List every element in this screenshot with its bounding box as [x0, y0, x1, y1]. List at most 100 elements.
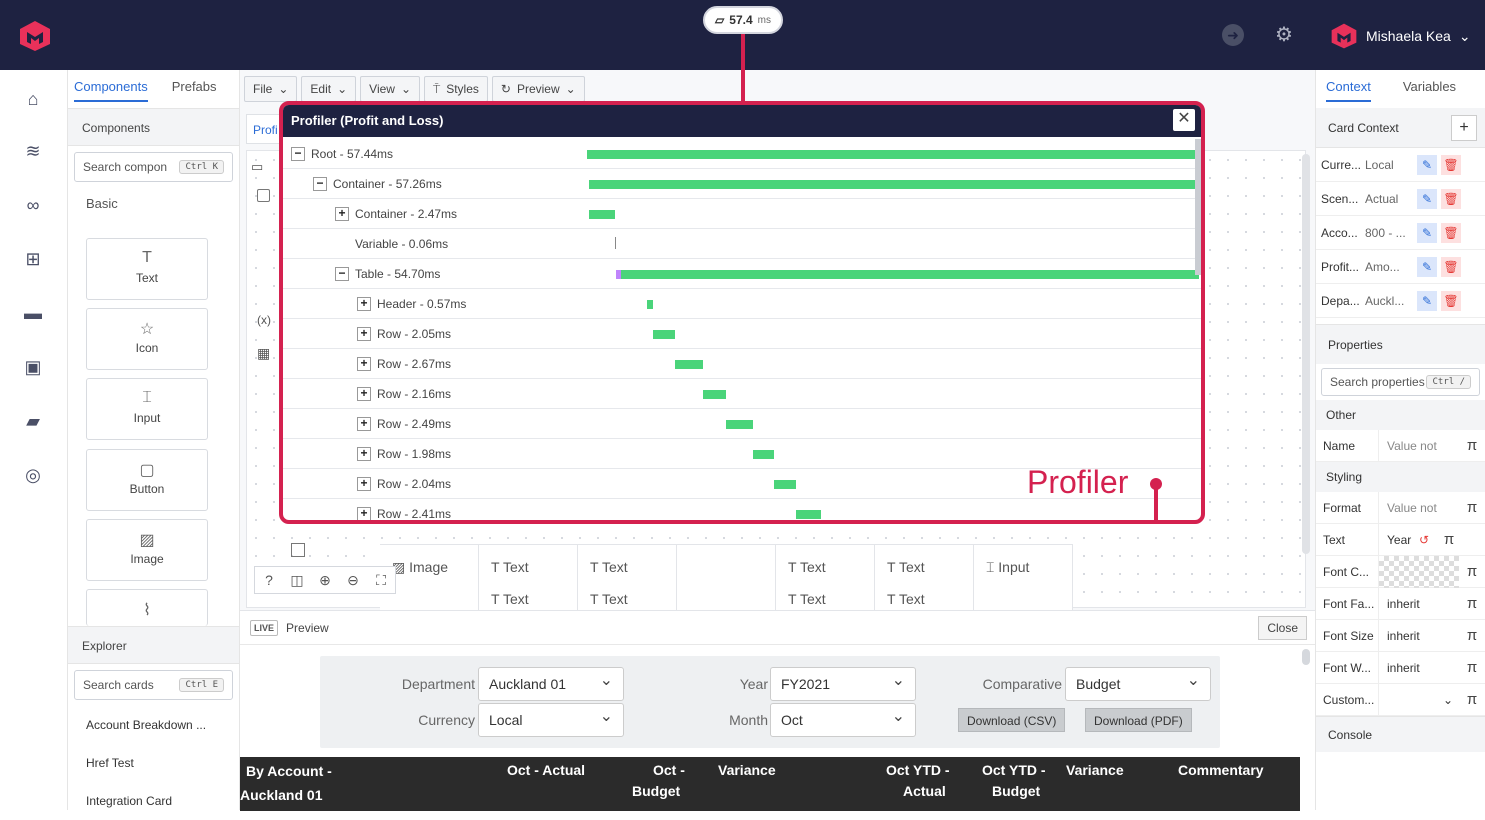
fit-screen-icon[interactable]: ⛶: [376, 572, 386, 588]
settings-gear-icon[interactable]: ⚙: [1275, 24, 1293, 46]
row-checkbox[interactable]: [291, 543, 305, 557]
prop-format-input[interactable]: Value not: [1378, 491, 1459, 524]
expand-icon[interactable]: +: [357, 357, 371, 371]
explorer-search-input[interactable]: Search cards Ctrl E: [74, 670, 233, 700]
context-row[interactable]: Profit... Amo... ✎ 🗑: [1316, 250, 1485, 284]
profiler-row[interactable]: + Row - 2.41ms: [283, 499, 1201, 520]
pi-icon[interactable]: π: [1466, 437, 1478, 454]
expand-icon[interactable]: +: [357, 327, 371, 341]
file-menu-button[interactable]: File ⌄: [244, 76, 298, 102]
tab-prefabs[interactable]: Prefabs: [171, 79, 217, 94]
expand-icon[interactable]: +: [357, 477, 371, 491]
database-icon[interactable]: ≋: [25, 141, 41, 161]
expand-icon[interactable]: +: [357, 387, 371, 401]
currency-select[interactable]: Local: [478, 703, 624, 737]
pi-icon[interactable]: π: [1466, 563, 1478, 580]
add-context-button[interactable]: +: [1451, 114, 1477, 141]
back-icon[interactable]: ➜: [1222, 24, 1244, 46]
collapse-icon[interactable]: −: [335, 267, 349, 281]
expand-icon[interactable]: +: [357, 447, 371, 461]
timing-pill[interactable]: ⏥ 57.4 ms: [703, 6, 783, 34]
profiler-row[interactable]: Variable - 0.06ms: [283, 229, 1201, 259]
user-menu[interactable]: Mishaela Kea ⌄: [1330, 22, 1471, 50]
pi-icon[interactable]: π: [1466, 659, 1478, 676]
prop-name-input[interactable]: Value not: [1378, 429, 1459, 462]
close-icon[interactable]: ✕: [1173, 109, 1195, 131]
tab-components[interactable]: Components: [74, 79, 148, 102]
explorer-item[interactable]: Href Test: [86, 756, 134, 770]
explorer-item[interactable]: Account Breakdown ...: [86, 718, 207, 732]
expand-icon[interactable]: +: [357, 417, 371, 431]
components-search-input[interactable]: Search compon Ctrl K: [74, 152, 233, 182]
component-tile-button[interactable]: ▢ Button: [86, 449, 208, 511]
canvas-scrollbar[interactable]: [1302, 154, 1310, 554]
prop-font-weight-input[interactable]: inherit: [1378, 651, 1459, 684]
pencil-icon[interactable]: ✎: [1417, 256, 1437, 277]
profiler-row[interactable]: + Row - 2.16ms: [283, 379, 1201, 409]
tab-context[interactable]: Context: [1326, 79, 1371, 102]
profiler-row[interactable]: − Table - 54.70ms: [283, 259, 1201, 289]
pi-icon[interactable]: π: [1466, 691, 1478, 708]
profiler-row[interactable]: + Container - 2.47ms: [283, 199, 1201, 229]
profiler-row[interactable]: + Row - 2.04ms: [283, 469, 1201, 499]
preview-scrollbar[interactable]: [1302, 649, 1310, 665]
chevron-down-icon[interactable]: ⌄: [1378, 683, 1459, 716]
expand-icon[interactable]: +: [335, 207, 349, 221]
pencil-icon[interactable]: ✎: [1417, 222, 1437, 243]
department-select[interactable]: Auckland 01: [478, 667, 624, 701]
app-logo-icon[interactable]: [18, 20, 52, 52]
tab-variables[interactable]: Variables: [1402, 79, 1457, 94]
checkbox-icon[interactable]: [257, 189, 270, 202]
book-icon[interactable]: ▣: [24, 357, 42, 377]
link-icon[interactable]: ∞: [26, 195, 40, 215]
hierarchy-icon[interactable]: ⊞: [25, 249, 41, 269]
close-preview-button[interactable]: Close: [1258, 616, 1307, 640]
help-lifebuoy-icon[interactable]: ◎: [25, 465, 41, 485]
prop-font-size-input[interactable]: inherit: [1378, 619, 1459, 652]
trash-icon[interactable]: 🗑: [1441, 188, 1461, 209]
zoom-in-icon[interactable]: ⊕: [319, 572, 331, 588]
profiler-row[interactable]: − Container - 57.26ms: [283, 169, 1201, 199]
console-title[interactable]: Console: [1316, 716, 1485, 752]
help-icon[interactable]: ?: [265, 572, 273, 588]
pencil-icon[interactable]: ✎: [1417, 290, 1437, 311]
color-swatch[interactable]: [1378, 555, 1459, 588]
year-select[interactable]: FY2021: [770, 667, 916, 701]
preview-button[interactable]: ↻ Preview ⌄: [491, 76, 585, 102]
trash-icon[interactable]: 🗑: [1441, 290, 1461, 311]
component-tile-image[interactable]: ▨ Image: [86, 519, 208, 581]
properties-search-input[interactable]: Search properties Ctrl /: [1321, 368, 1480, 396]
view-menu-button[interactable]: View ⌄: [360, 76, 421, 102]
chat-icon[interactable]: ▰: [26, 411, 40, 431]
expand-icon[interactable]: +: [357, 297, 371, 311]
context-row[interactable]: Scen... Actual ✎ 🗑: [1316, 182, 1485, 216]
component-tile-chart[interactable]: ⌇: [86, 589, 208, 626]
collapse-icon[interactable]: −: [291, 147, 305, 161]
context-row[interactable]: Curre... Local ✎ 🗑: [1316, 148, 1485, 182]
profiler-row[interactable]: − Root - 57.44ms: [283, 139, 1201, 169]
styles-button[interactable]: ⍑ Styles: [424, 76, 488, 102]
comparative-select[interactable]: Budget: [1065, 667, 1211, 701]
profiler-row[interactable]: + Header - 0.57ms: [283, 289, 1201, 319]
trash-icon[interactable]: 🗑: [1441, 154, 1461, 175]
panel-toggle-icon[interactable]: ◫: [290, 572, 304, 588]
collapse-icon[interactable]: −: [313, 177, 327, 191]
month-select[interactable]: Oct: [770, 703, 916, 737]
trash-icon[interactable]: 🗑: [1441, 256, 1461, 277]
folder-icon[interactable]: ▬: [24, 303, 42, 323]
edit-menu-button[interactable]: Edit ⌄: [301, 76, 357, 102]
pi-icon[interactable]: π: [1443, 531, 1455, 548]
trash-icon[interactable]: 🗑: [1441, 222, 1461, 243]
download-csv-button[interactable]: Download (CSV): [958, 708, 1066, 732]
context-row[interactable]: Depa... Auckl... ✎ 🗑: [1316, 284, 1485, 318]
component-tile-input[interactable]: ⌶ Input: [86, 378, 208, 440]
context-row[interactable]: Acco... 800 - ... ✎ 🗑: [1316, 216, 1485, 250]
profiler-row[interactable]: + Row - 2.05ms: [283, 319, 1201, 349]
reset-icon[interactable]: ↺: [1418, 532, 1430, 547]
pencil-icon[interactable]: ✎: [1417, 154, 1437, 175]
pi-icon[interactable]: π: [1466, 499, 1478, 516]
home-icon[interactable]: ⌂: [27, 89, 39, 109]
prop-font-family-input[interactable]: inherit: [1378, 587, 1459, 620]
explorer-item[interactable]: Integration Card: [86, 794, 173, 808]
pi-icon[interactable]: π: [1466, 595, 1478, 612]
